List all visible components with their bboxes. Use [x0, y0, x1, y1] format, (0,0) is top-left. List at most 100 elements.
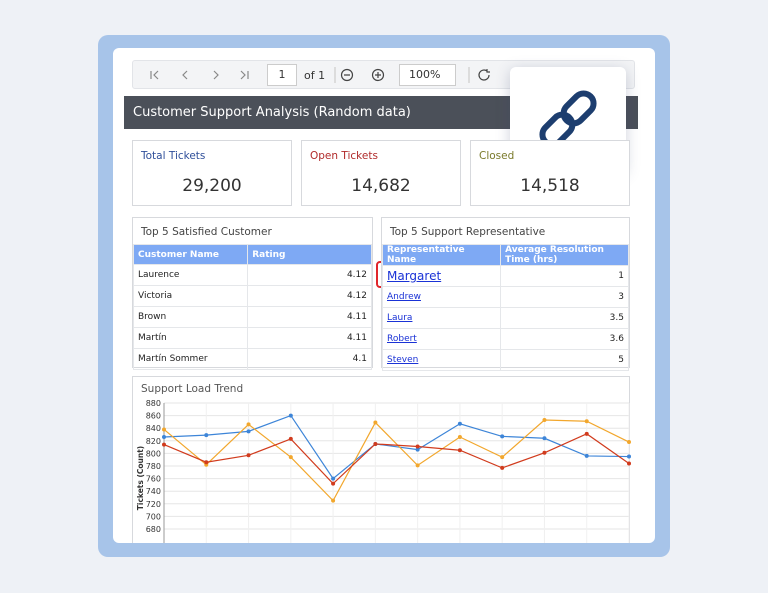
table-title: Top 5 Support Representative [390, 226, 546, 238]
page-input[interactable]: 1 [267, 64, 297, 86]
series-line [163, 414, 630, 480]
kpi-value: 29,200 [182, 176, 242, 196]
data-point [542, 450, 547, 455]
table-cell: Martín [132, 327, 249, 349]
data-point [542, 418, 547, 423]
data-point [246, 453, 251, 458]
table-cell: 4.11 [247, 327, 372, 349]
report-panel: 1 of 1 100% Customer Support Analysis (R… [113, 48, 655, 543]
toolbar-icons [150, 67, 490, 83]
data-point [288, 455, 293, 460]
data-point [542, 436, 547, 441]
table-cell: 3 [500, 286, 629, 308]
y-tick-label: 740 [146, 487, 161, 496]
y-tick-label: 880 [146, 399, 161, 408]
table-cell: 4.12 [247, 285, 372, 307]
kpi-label: Total Tickets [141, 150, 206, 162]
data-point [331, 481, 336, 486]
zoom-in[interactable] [371, 68, 385, 82]
data-point [457, 435, 462, 440]
chart-card: Support Load Trend Tickets (Count) 680 700 7… [132, 376, 631, 543]
data-point [584, 453, 589, 458]
y-tick-label: 720 [146, 500, 161, 509]
last-page[interactable] [240, 70, 249, 80]
table-cell: 4.1 [247, 348, 372, 370]
rep-link[interactable]: Margaret [387, 269, 442, 283]
data-point [415, 447, 420, 452]
table-cell: 3.6 [500, 328, 629, 350]
data-table: Representative Name Average Resolution Ti… [381, 244, 629, 371]
data-point [500, 465, 505, 470]
table-cell: 1 [500, 265, 629, 287]
data-point [627, 454, 631, 459]
table-cell: Andrew [381, 286, 502, 308]
previous-page[interactable] [182, 70, 188, 80]
refresh[interactable] [478, 69, 490, 81]
table-row: Andrew 3 [381, 286, 629, 308]
data-point [162, 435, 166, 440]
y-axis-label: Tickets (Count) [136, 446, 145, 510]
first-page[interactable] [150, 70, 159, 80]
data-point [246, 422, 251, 427]
kpi-label: Closed [479, 150, 515, 162]
y-tick-label: 860 [146, 412, 161, 421]
column-header: Rating [247, 244, 372, 265]
kpi-card: Open Tickets 14,682 [301, 140, 461, 206]
data-point [373, 441, 378, 446]
rep-link[interactable]: Andrew [387, 292, 421, 302]
rep-link[interactable]: Robert [387, 334, 417, 344]
table-row: Robert 3.6 [381, 328, 629, 350]
table-title: Top 5 Satisfied Customer [141, 226, 272, 238]
chart-title: Support Load Trend [141, 383, 243, 395]
table-card: Top 5 Support Representative Representati… [381, 217, 630, 371]
data-point [288, 413, 293, 418]
data-point [415, 444, 420, 449]
kpi-label: Open Tickets [310, 150, 378, 162]
data-point [204, 433, 209, 438]
table-row: Steven 5 [381, 349, 629, 371]
chart: Support Load Trend Tickets (Count) 680 700 7… [136, 383, 631, 543]
rep-link[interactable]: Laura [387, 313, 413, 323]
y-tick-label: 780 [146, 462, 161, 471]
table-cell: 4.12 [247, 264, 372, 286]
y-tick-label: 800 [146, 449, 161, 458]
kpi-value: 14,682 [351, 176, 411, 196]
data-point [500, 434, 505, 439]
table-cell: Robert [381, 328, 502, 350]
data-point [457, 421, 462, 426]
table-cell: Steven [381, 349, 502, 371]
y-tick-label: 840 [146, 424, 161, 433]
table-cell: 5 [500, 349, 629, 371]
column-header: Customer Name [132, 244, 249, 265]
data-point [162, 427, 166, 432]
data-point [246, 429, 251, 434]
table-row: Martín Sommer 4.1 [132, 348, 372, 370]
table-row: Margaret 1 [381, 265, 629, 287]
rep-link[interactable]: Steven [387, 355, 419, 365]
zoom-value: 100% [409, 68, 441, 81]
kpi-value: 14,518 [520, 176, 580, 196]
data-point [162, 442, 166, 447]
zoom-select[interactable]: 100% [399, 64, 456, 86]
zoom-out[interactable] [340, 68, 354, 82]
column-header: Average Resolution Time (hrs) [500, 244, 629, 266]
data-table: Customer Name Rating Laurence 4.12 Victoria 4… [132, 244, 372, 370]
page-count: of 1 [304, 69, 326, 82]
header-row: Customer Name Rating [132, 244, 372, 265]
table-cell: Brown [132, 306, 249, 328]
data-point [500, 455, 505, 460]
header-row: Representative Name Average Resolution Ti… [381, 244, 629, 266]
series-line [163, 419, 630, 502]
table-cell: Victoria [132, 285, 249, 307]
kpi-card: Total Tickets 29,200 [132, 140, 292, 206]
table-cell: Margaret [381, 265, 502, 287]
table-cell: Laura [381, 307, 502, 329]
data-point [584, 419, 589, 424]
data-point [457, 448, 462, 453]
table-cell: 4.11 [247, 306, 372, 328]
table-cell: Martín Sommer [132, 348, 249, 370]
y-tick-label: 760 [146, 475, 161, 484]
next-page[interactable] [213, 70, 219, 80]
column-header: Representative Name [381, 244, 502, 266]
